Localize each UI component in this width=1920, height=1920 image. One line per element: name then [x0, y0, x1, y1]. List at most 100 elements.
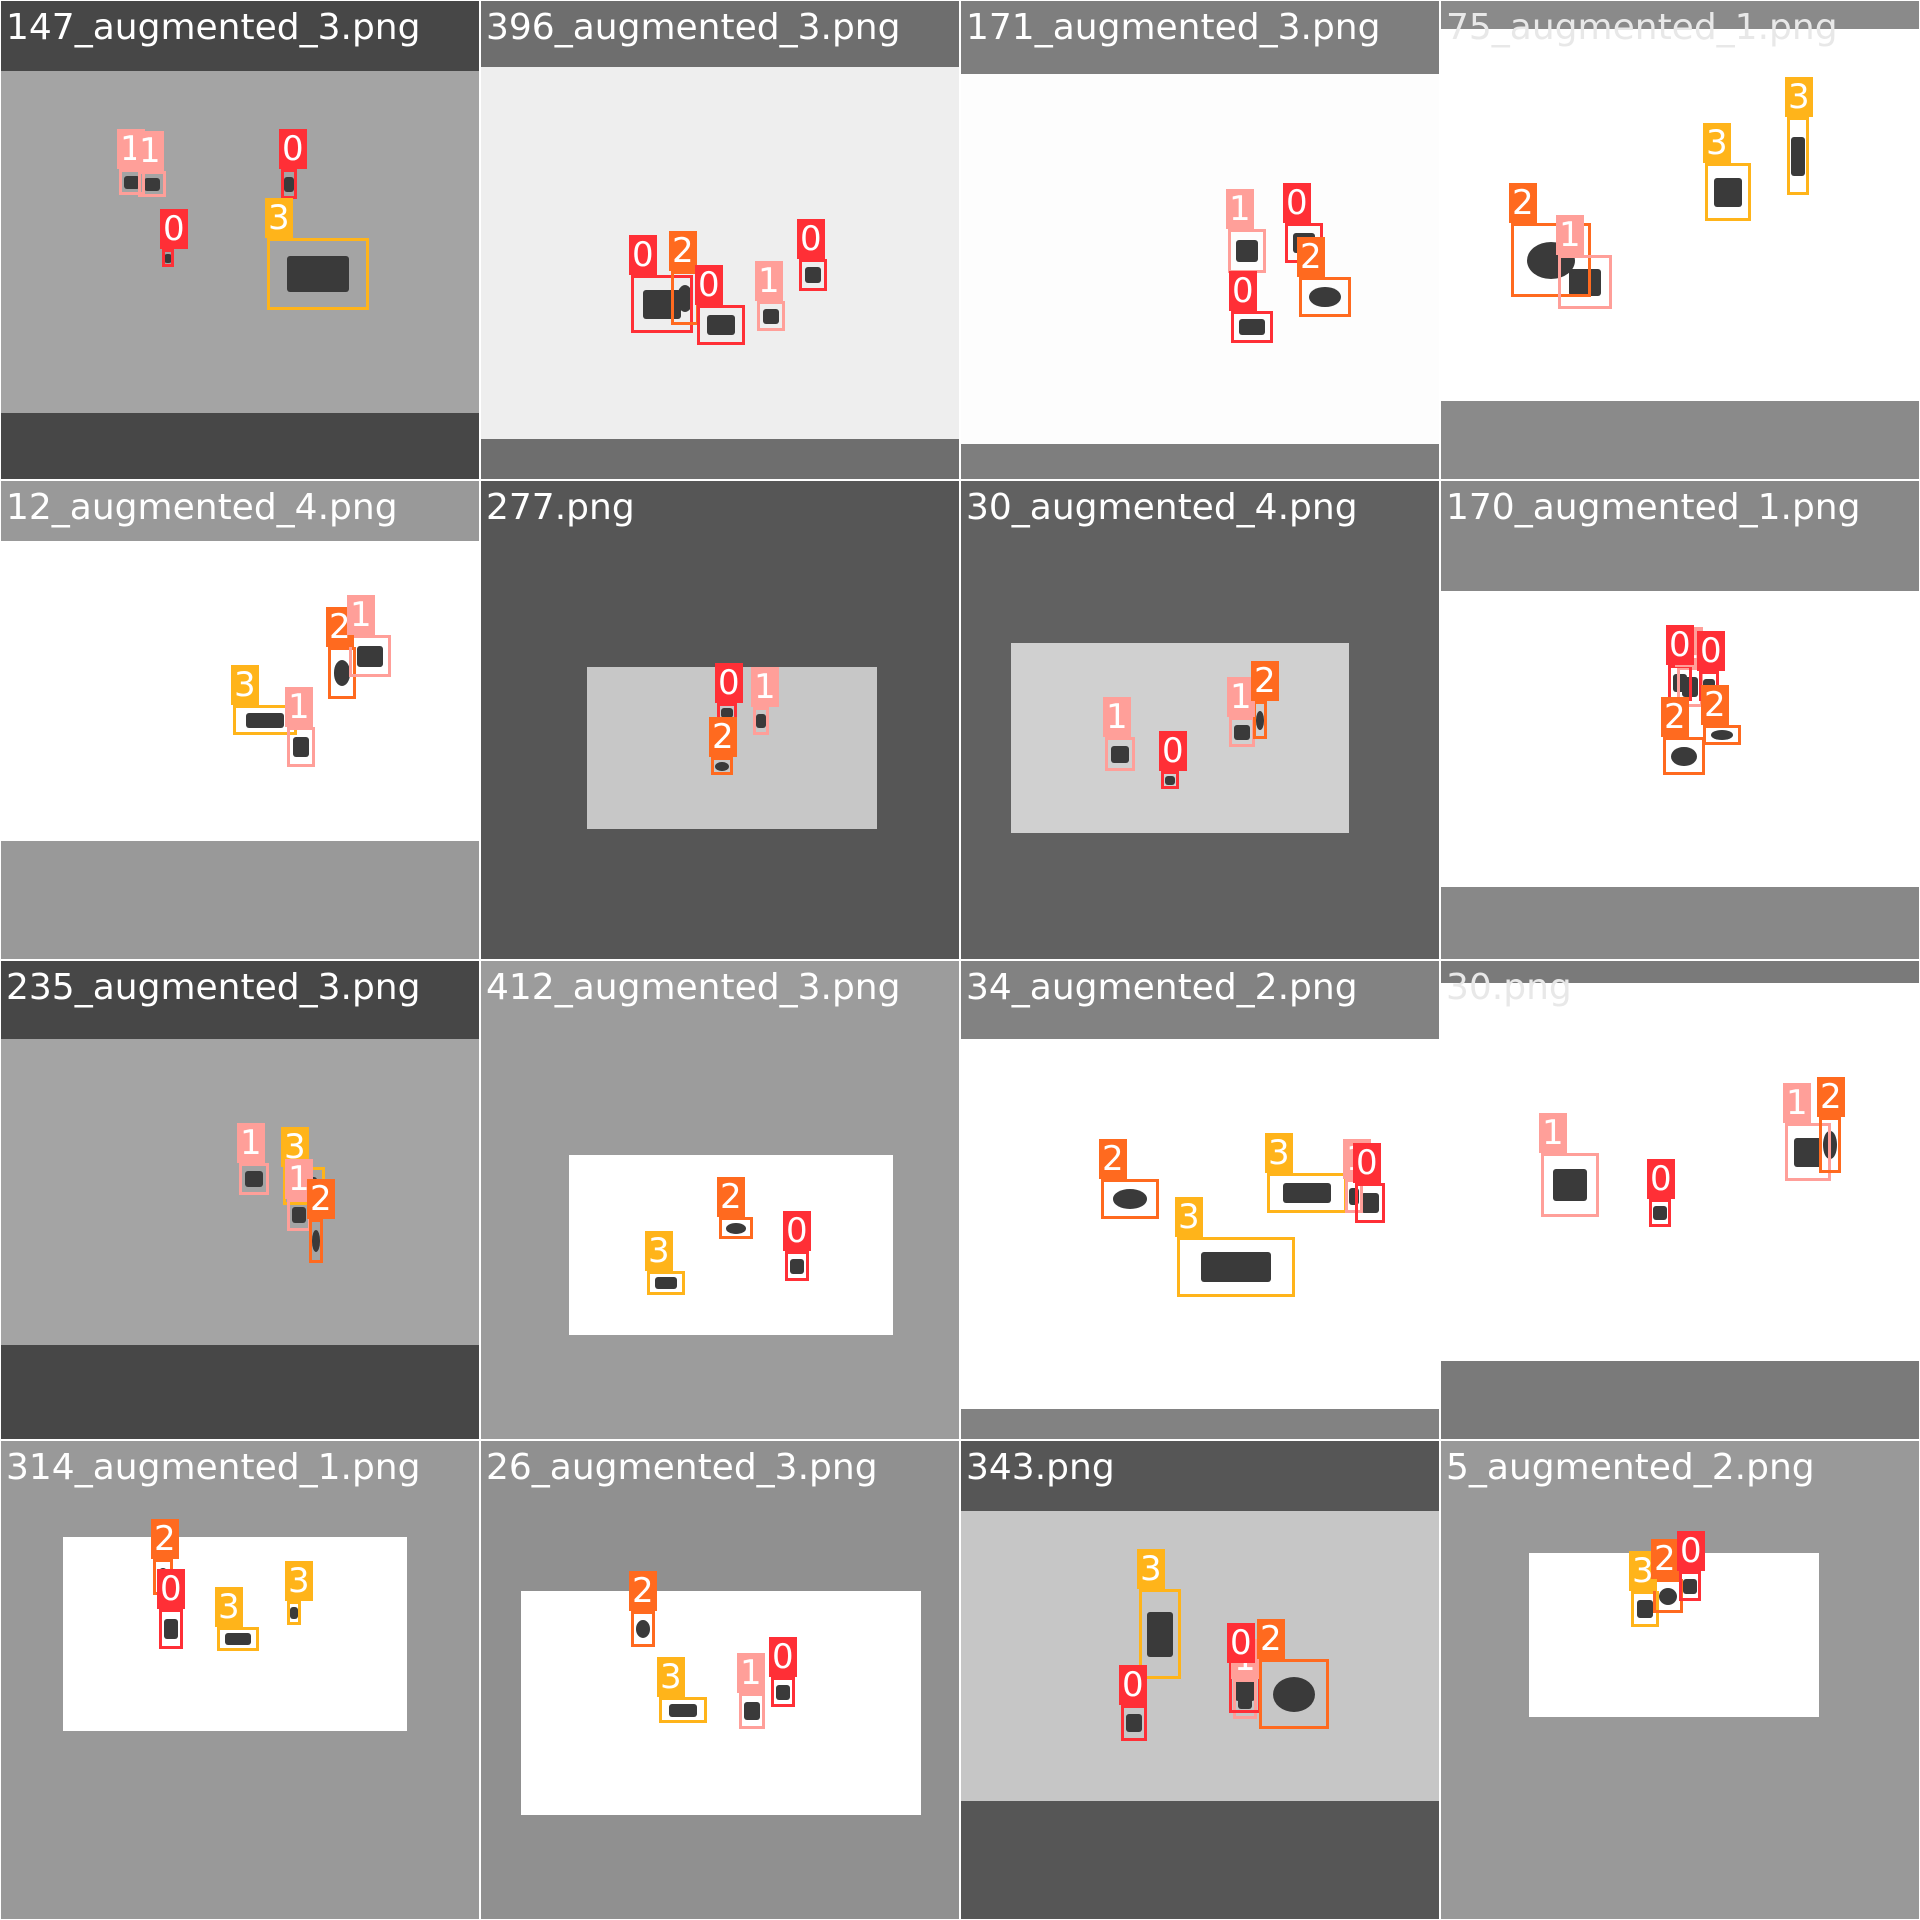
hardware-part	[245, 712, 285, 728]
bounding-box	[739, 1693, 765, 1729]
hardware-part	[287, 256, 349, 292]
image-tile: 12_augmented_4.png 2 1 3 1	[1, 481, 479, 959]
class-label: 2	[709, 717, 737, 757]
tile-background	[961, 1511, 1439, 1801]
bounding-box	[1668, 665, 1692, 701]
image-tile: 277.png 0 1 2	[481, 481, 959, 959]
class-label: 0	[1666, 625, 1694, 665]
bounding-box	[1819, 1117, 1841, 1173]
class-label: 2	[629, 1571, 657, 1611]
bounding-box	[1105, 737, 1135, 771]
class-label: 0	[160, 209, 188, 249]
class-label: 2	[307, 1179, 335, 1219]
hardware-part	[291, 1207, 307, 1223]
class-label: 1	[1539, 1113, 1567, 1153]
bounding-box	[309, 1219, 323, 1263]
image-tile: 5_augmented_2.png 3 2 0	[1441, 1441, 1919, 1919]
hardware-part	[1671, 746, 1697, 766]
hardware-part	[164, 253, 172, 263]
bounding-box	[162, 249, 174, 267]
bounding-box	[799, 259, 827, 291]
bounding-box	[785, 1251, 809, 1281]
bounding-box	[1649, 1199, 1671, 1227]
hardware-part	[163, 1619, 179, 1639]
tile-background	[961, 444, 1439, 479]
class-label: 1	[751, 667, 779, 707]
class-label: 0	[157, 1569, 185, 1609]
class-label: 0	[1119, 1665, 1147, 1705]
class-label: 1	[347, 595, 375, 635]
hardware-part	[225, 1633, 251, 1645]
hardware-part	[744, 1702, 760, 1720]
class-label: 3	[231, 665, 259, 705]
image-tile: 412_augmented_3.png 2 0 3	[481, 961, 959, 1439]
class-label: 0	[1697, 631, 1725, 671]
tile-background	[1, 1345, 479, 1439]
class-label: 1	[136, 131, 164, 171]
hardware-part	[1235, 240, 1259, 262]
bounding-box	[1631, 1591, 1659, 1627]
image-tile: 396_augmented_3.png 0 2 0 1 0	[481, 1, 959, 479]
hardware-part	[292, 737, 310, 757]
bounding-box	[1231, 311, 1273, 343]
hardware-part	[245, 1171, 263, 1187]
tile-filename: 147_augmented_3.png	[6, 7, 421, 48]
bounding-box	[1139, 1589, 1181, 1679]
bounding-box	[1161, 771, 1179, 789]
class-label: 2	[1817, 1077, 1845, 1117]
image-tile: 75_augmented_1.png 2 1 3 3	[1441, 1, 1919, 479]
bounding-box	[287, 727, 315, 767]
hardware-part	[1568, 268, 1602, 296]
bounding-box	[757, 301, 785, 331]
tile-filename: 34_augmented_2.png	[966, 967, 1358, 1008]
hardware-part	[676, 284, 694, 312]
class-label: 1	[285, 687, 313, 727]
hardware-part	[1255, 710, 1265, 730]
bounding-box	[1355, 1183, 1385, 1223]
bounding-box	[239, 1163, 269, 1195]
tile-background	[481, 1, 959, 67]
hardware-part	[706, 315, 736, 335]
class-label: 0	[769, 1637, 797, 1677]
bounding-box	[1679, 1571, 1701, 1601]
class-label: 0	[629, 235, 657, 275]
bounding-box	[1253, 701, 1267, 739]
bounding-box	[1121, 1705, 1147, 1741]
hardware-part	[775, 1684, 791, 1700]
class-label: 3	[285, 1561, 313, 1601]
image-tile: 171_augmented_3.png 1 0 2 0	[961, 1, 1439, 479]
hardware-part	[1791, 136, 1805, 176]
tile-background	[1, 841, 479, 959]
image-tile: 30_augmented_4.png 1 0 1 2	[961, 481, 1439, 959]
class-label: 0	[1677, 1531, 1705, 1571]
class-label: 2	[1701, 685, 1729, 725]
image-tile: 26_augmented_3.png 2 3 1 0	[481, 1441, 959, 1919]
tile-background	[961, 74, 1439, 444]
tile-filename: 30.png	[1446, 967, 1572, 1008]
class-label: 0	[715, 663, 743, 703]
hardware-part	[1273, 1676, 1315, 1712]
hardware-part	[668, 1703, 698, 1717]
hardware-part	[1348, 1187, 1360, 1205]
bounding-box	[659, 1697, 707, 1723]
tile-background	[1441, 961, 1919, 983]
hardware-part	[1714, 177, 1742, 207]
bounding-box	[1267, 1173, 1347, 1213]
tile-background	[521, 1591, 921, 1815]
hardware-part	[357, 645, 383, 667]
tile-filename: 26_augmented_3.png	[486, 1447, 878, 1488]
hardware-part	[289, 1607, 299, 1619]
image-tile: 170_augmented_1.png10022	[1441, 481, 1919, 959]
hardware-part	[725, 1222, 747, 1234]
image-tile: 147_augmented_3.png 1 1 0 0 3	[1, 1, 479, 479]
hardware-part	[1147, 1611, 1173, 1657]
hardware-part	[1239, 319, 1265, 335]
tile-background	[961, 1, 1439, 74]
image-tile: 30.png 1 1 2 0	[1441, 961, 1919, 1439]
tile-filename: 343.png	[966, 1447, 1115, 1488]
hardware-part	[1200, 1252, 1272, 1282]
hardware-part	[1112, 1189, 1148, 1209]
class-label: 1	[237, 1123, 265, 1163]
tile-filename: 75_augmented_1.png	[1446, 7, 1838, 48]
